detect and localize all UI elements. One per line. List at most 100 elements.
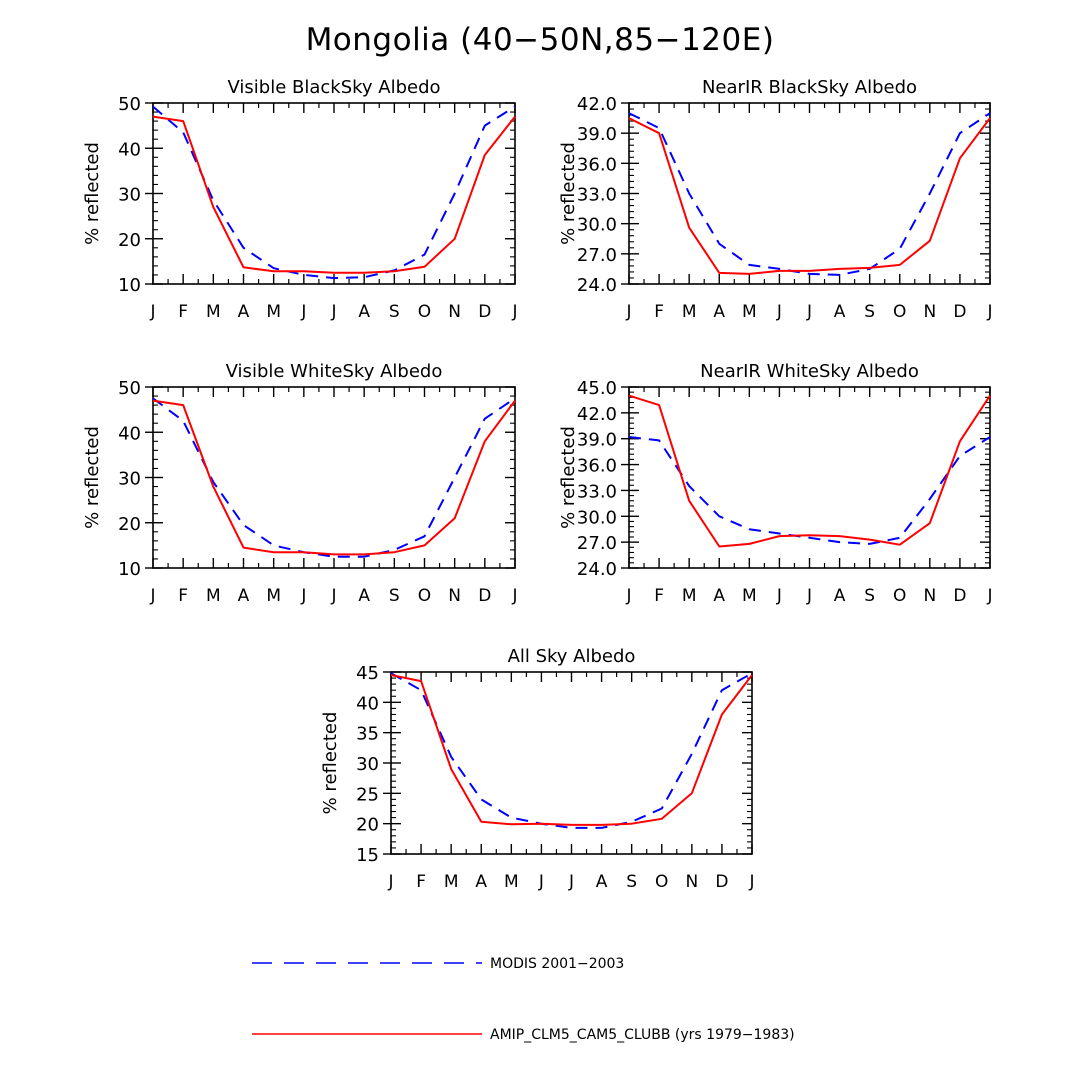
x-tick-label: S — [864, 302, 875, 322]
y-axis-label: % reflected — [82, 426, 103, 529]
y-tick-label: 36.0 — [577, 456, 617, 477]
y-tick-label: 42.0 — [577, 94, 617, 115]
x-tick-label: O — [418, 302, 431, 322]
y-axis-label: % reflected — [320, 712, 341, 815]
x-tick-label: S — [389, 302, 400, 322]
y-tick-label: 33.0 — [577, 481, 617, 502]
x-tick-label: J — [625, 302, 631, 322]
y-tick-label: 42.0 — [577, 404, 617, 425]
y-tick-label: 39.0 — [577, 124, 617, 145]
y-tick-label: 10 — [118, 559, 141, 580]
x-tick-label: N — [448, 302, 461, 322]
x-tick-label: S — [626, 872, 637, 892]
x-tick-label: J — [149, 586, 155, 606]
y-tick-label: 33.0 — [577, 185, 617, 206]
y-tick-label: 40 — [356, 693, 379, 714]
plot-frame — [152, 386, 516, 569]
x-tick-label: D — [715, 872, 728, 892]
plot-frame — [390, 671, 753, 855]
x-tick-label: A — [238, 586, 250, 606]
x-tick-label: J — [149, 302, 155, 322]
x-tick-label: M — [206, 302, 221, 322]
y-tick-label: 45.0 — [577, 378, 617, 399]
x-tick-label: J — [806, 586, 812, 606]
legend-entry-1: MODIS 2001−2003 — [252, 956, 624, 972]
x-tick-label: A — [713, 586, 725, 606]
y-tick-label: 27.0 — [577, 245, 617, 266]
x-tick-label: O — [655, 872, 668, 892]
x-tick-label: A — [834, 586, 846, 606]
y-tick-label: 30 — [118, 469, 141, 490]
y-tick-label: 30.0 — [577, 215, 617, 236]
x-tick-label: J — [387, 872, 393, 892]
x-tick-label: J — [806, 302, 812, 322]
x-tick-label: J — [330, 302, 336, 322]
x-tick-label: N — [685, 872, 698, 892]
series-line-modis — [390, 672, 753, 829]
plot-frame — [152, 102, 516, 285]
y-tick-label: 30 — [356, 754, 379, 775]
legend-entry-2: AMIP_CLM5_CAM5_CLUBB (yrs 1979−1983) — [252, 1027, 795, 1043]
chart-title: NearIR WhiteSky Albedo — [700, 361, 919, 382]
x-tick-label: J — [568, 872, 574, 892]
y-tick-label: 40 — [118, 423, 141, 444]
x-tick-label: D — [953, 586, 966, 606]
x-tick-label: J — [511, 586, 517, 606]
y-axis-label: % reflected — [558, 426, 579, 529]
x-tick-label: D — [478, 302, 491, 322]
y-tick-label: 20 — [356, 815, 379, 836]
x-tick-label: J — [330, 586, 336, 606]
x-tick-label: F — [416, 872, 426, 892]
x-tick-label: N — [923, 302, 936, 322]
series-line-model — [390, 674, 753, 826]
x-tick-label: M — [504, 872, 519, 892]
plot-frame — [628, 386, 991, 569]
plot-frame — [628, 102, 991, 285]
x-tick-label: F — [178, 586, 188, 606]
y-tick-label: 15 — [356, 845, 379, 866]
chart-title: All Sky Albedo — [508, 646, 636, 667]
x-tick-label: O — [893, 302, 906, 322]
y-tick-label: 10 — [118, 275, 141, 296]
x-tick-label: S — [389, 586, 400, 606]
y-axis-label: % reflected — [558, 142, 579, 245]
chart-title: NearIR BlackSky Albedo — [702, 77, 917, 98]
y-tick-label: 50 — [118, 94, 141, 115]
series-line-model — [628, 394, 991, 548]
y-tick-label: 25 — [356, 784, 379, 805]
x-tick-label: D — [478, 586, 491, 606]
x-tick-label: A — [596, 872, 608, 892]
x-tick-label: A — [358, 586, 370, 606]
x-tick-label: A — [713, 302, 725, 322]
x-tick-label: F — [654, 586, 664, 606]
x-tick-label: D — [953, 302, 966, 322]
legend-label: MODIS 2001−2003 — [490, 956, 624, 972]
y-tick-label: 40 — [118, 139, 141, 160]
x-tick-label: A — [358, 302, 370, 322]
x-tick-label: M — [742, 302, 757, 322]
x-tick-label: J — [986, 302, 992, 322]
chart-title: Visible BlackSky Albedo — [227, 77, 440, 98]
x-tick-label: A — [834, 302, 846, 322]
series-line-model — [152, 115, 516, 274]
x-tick-label: S — [864, 586, 875, 606]
series-line-model — [628, 117, 991, 275]
y-tick-label: 27.0 — [577, 533, 617, 554]
x-tick-label: J — [511, 302, 517, 322]
chart-title: Visible WhiteSky Albedo — [226, 361, 443, 382]
series-line-model — [152, 399, 516, 556]
x-tick-label: N — [923, 586, 936, 606]
y-tick-label: 45 — [356, 663, 379, 684]
y-tick-label: 24.0 — [577, 559, 617, 580]
x-tick-label: J — [776, 302, 782, 322]
x-tick-label: J — [748, 872, 754, 892]
series-line-modis — [628, 436, 991, 545]
x-tick-label: M — [206, 586, 221, 606]
y-tick-label: 20 — [118, 514, 141, 535]
